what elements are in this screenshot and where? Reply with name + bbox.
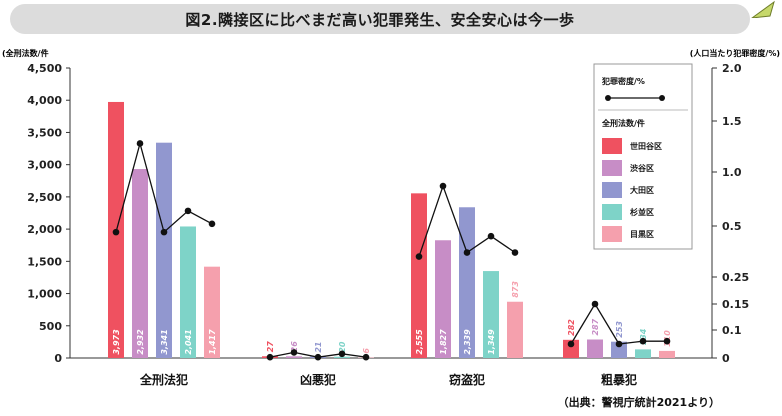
legend-bar-title: 全刑法数/件 [601, 118, 645, 128]
right-tick-label: 1.0 [722, 166, 742, 179]
density-point [663, 337, 671, 345]
left-tick-label: 2,000 [27, 223, 62, 236]
bar-value-label: 27 [266, 341, 275, 353]
legend-series-name: 杉並区 [630, 207, 654, 217]
legend-line-title: 犯罪密度/% [601, 76, 645, 86]
title-bar: 図2.隣接区に比べまだ高い犯罪発生、安全安心は今一歩 [10, 4, 750, 34]
left-tick-label: 1,000 [27, 288, 62, 301]
bar [659, 350, 675, 358]
density-point [136, 140, 144, 147]
right-tick-label: 0.25 [722, 271, 749, 284]
right-tick-label: 0.15 [722, 298, 749, 311]
density-point [487, 232, 495, 240]
category-label: 凶悪犯 [300, 372, 336, 387]
bar [132, 169, 148, 358]
right-tick-label: 0 [722, 352, 730, 365]
bar [411, 193, 427, 358]
legend-series-name: 目黒区 [630, 229, 654, 239]
legend-swatch [602, 182, 622, 198]
leaf-decoration-icon [751, 0, 775, 18]
density-point [184, 207, 192, 215]
density-point [439, 182, 447, 190]
source-note: （出典：警視庁統計2021より） [558, 395, 720, 409]
category-label: 粗暴犯 [601, 372, 637, 387]
bar-value-label: 287 [591, 318, 600, 335]
bar [435, 240, 451, 358]
legend-series-name: 大田区 [630, 185, 654, 195]
bar-value-label: 2,555 [415, 329, 424, 355]
bar [286, 356, 302, 358]
left-tick-label: 3,500 [27, 126, 62, 139]
left-tick-label: 4,000 [27, 94, 62, 107]
density-point [314, 353, 322, 361]
bar [156, 142, 172, 358]
right-tick-label: 0.1 [722, 324, 742, 337]
density-point [463, 249, 471, 256]
bar-value-label: 873 [511, 281, 520, 298]
bar [563, 339, 579, 358]
bar-value-label: 20 [338, 341, 347, 353]
bar [204, 266, 220, 358]
density-point [567, 340, 575, 348]
bar [507, 301, 523, 358]
density-point [160, 228, 168, 236]
density-point [615, 340, 623, 348]
bar-value-label: 1,417 [208, 329, 217, 355]
bar-value-label: 21 [314, 342, 323, 353]
bar [180, 226, 196, 358]
right-tick-label: 2.0 [722, 62, 742, 75]
category-label: 全刑法犯 [139, 372, 188, 387]
bar-value-label: 282 [567, 319, 576, 336]
left-tick-label: 3,000 [27, 159, 62, 172]
bar [334, 356, 350, 358]
density-point [112, 228, 120, 236]
left-tick-label: 4,500 [27, 62, 62, 75]
legend-swatch [602, 226, 622, 242]
bar-value-label: 1,349 [487, 329, 496, 355]
right-tick-label: 0.5 [722, 220, 742, 233]
bar [587, 339, 603, 358]
bar [611, 341, 627, 358]
density-point [208, 220, 216, 228]
bar-value-label: 26 [290, 341, 299, 353]
density-point [591, 300, 599, 308]
bar-value-label: 3,973 [112, 329, 121, 355]
bar-value-label: 134 [639, 328, 648, 345]
bar [483, 271, 499, 358]
density-point [511, 249, 519, 256]
bar-value-label: 2,932 [136, 329, 145, 355]
bar-value-label: 3,341 [160, 329, 169, 354]
bar-value-label: 1,827 [439, 329, 448, 355]
left-tick-label: 0 [54, 352, 62, 365]
left-axis-label: (全刑法数/件 [2, 48, 49, 58]
density-point [362, 353, 370, 361]
right-axis-label: (人口当たり犯罪密度/%) [690, 48, 780, 58]
legend-line-dot [605, 95, 611, 101]
bar-value-label: 2,339 [463, 329, 472, 355]
legend-line-dot [659, 95, 665, 101]
legend-series-name: 世田谷区 [630, 141, 662, 151]
density-point [639, 337, 647, 345]
density-point [415, 253, 423, 260]
legend-box [593, 63, 693, 250]
left-tick-label: 1,500 [27, 255, 62, 268]
left-tick-label: 2,500 [27, 191, 62, 204]
bar-value-label: 253 [615, 321, 624, 338]
legend-swatch [602, 160, 622, 176]
density-point [338, 350, 346, 358]
chart-title: 図2.隣接区に比べまだ高い犯罪発生、安全安心は今一歩 [185, 10, 575, 29]
legend-swatch [602, 204, 622, 220]
density-point [266, 353, 274, 361]
bar [635, 349, 651, 358]
right-tick-label: 1.5 [722, 115, 742, 128]
density-point [290, 349, 298, 356]
bar [459, 207, 475, 358]
category-label: 窃盗犯 [449, 372, 485, 387]
bar-value-label: 6 [362, 348, 371, 354]
legend-swatch [602, 138, 622, 154]
left-tick-label: 500 [39, 320, 62, 333]
bar-value-label: 2,041 [184, 329, 193, 354]
legend-series-name: 渋谷区 [630, 163, 654, 173]
